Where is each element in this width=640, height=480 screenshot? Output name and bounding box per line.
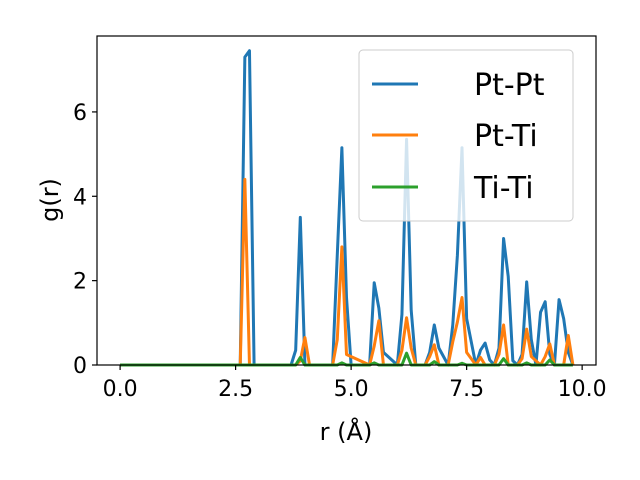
y-tick-label: 6 — [73, 101, 87, 126]
legend: Pt-Pt Pt-Ti Ti-Ti — [358, 49, 574, 222]
x-tick-label: 5.0 — [334, 377, 369, 402]
y-tick-label: 2 — [73, 270, 87, 295]
legend-label-pt-ti: Pt-Ti — [474, 119, 538, 154]
x-tick-label: 2.5 — [218, 377, 253, 402]
y-axis-label: g(r) — [36, 178, 64, 222]
y-tick-label: 4 — [73, 185, 87, 210]
x-axis-label: r (Å) — [320, 417, 373, 446]
plot-area-frame — [96, 35, 597, 366]
y-axis-ticks: 0 2 4 6 — [73, 101, 97, 379]
x-tick-label: 7.5 — [449, 377, 484, 402]
legend-label-ti-ti: Ti-Ti — [473, 171, 534, 206]
legend-label-pt-pt: Pt-Pt — [474, 68, 545, 103]
series-line-ti-ti — [120, 351, 573, 367]
x-tick-label: 0.0 — [103, 377, 138, 402]
y-tick-label: 0 — [73, 354, 87, 379]
x-axis-ticks: 0.0 2.5 5.0 7.5 10.0 — [103, 365, 607, 402]
legend-box — [358, 49, 574, 222]
x-tick-label: 10.0 — [558, 377, 607, 402]
